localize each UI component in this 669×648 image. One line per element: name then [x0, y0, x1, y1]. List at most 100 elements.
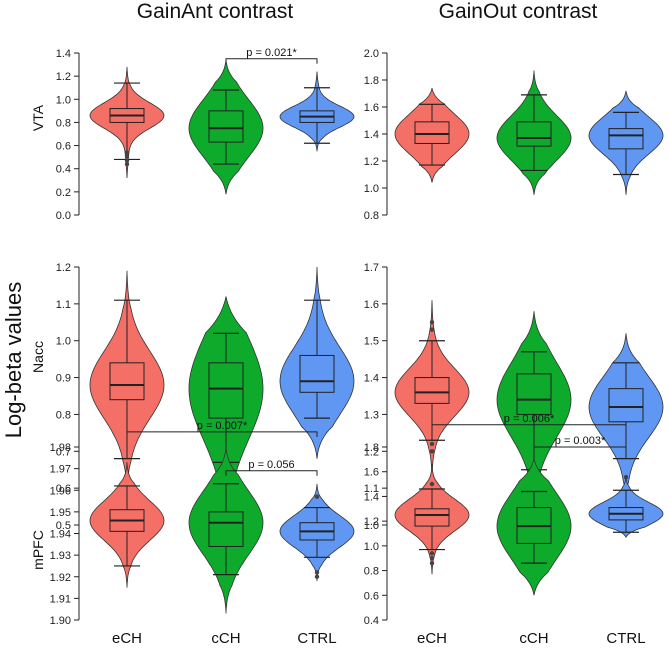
column-title-gainout: GainOut contrast [439, 0, 598, 23]
y-tick-label: 1.91 [50, 593, 71, 605]
y-tick-label: 1.8 [364, 442, 379, 454]
y-tick-label: 0.8 [56, 117, 71, 129]
outlier-point [314, 494, 320, 499]
y-tick-label: 0.4 [364, 615, 379, 627]
significance-bracket [126, 431, 318, 437]
y-tick-label: 0.8 [56, 409, 71, 421]
outlier-point [124, 153, 130, 159]
violin-cch [188, 296, 264, 514]
significance-bracket [431, 424, 627, 430]
row-label-mpfc: mPFC [30, 530, 46, 570]
panel-mpfc-gainout: 0.40.60.81.01.21.41.61.8p = 0.006*p = 0.… [364, 413, 664, 627]
violin-ech [394, 88, 470, 183]
row-label-vta: VTA [30, 104, 46, 131]
group-label-ech-left: eCH [112, 630, 142, 647]
violin-cch [496, 311, 572, 507]
significance-label: p = 0.003* [555, 435, 606, 447]
panels: 0.00.20.40.60.81.01.21.4 p = 0.021*0.81.0… [50, 47, 664, 627]
violin-ech [394, 300, 470, 481]
y-tick-label: 1.2 [56, 71, 71, 83]
violin-ctrl [279, 483, 355, 582]
y-tick-label: 1.4 [56, 48, 71, 60]
violin-cch [188, 446, 264, 614]
y-tick-label: 1.2 [364, 446, 379, 458]
y-tick-label: 1.4 [364, 491, 379, 503]
group-label-ctrl-left: CTRL [297, 630, 336, 647]
y-tick-label: 1.5 [364, 336, 379, 348]
violin-cch [496, 70, 572, 195]
y-tick-label: 0.7 [56, 446, 71, 458]
y-tick-label: 1.94 [50, 529, 71, 541]
violin-ech [394, 464, 470, 575]
y-tick-label: 0.5 [56, 520, 71, 532]
y-tick-label: 0.2 [56, 187, 71, 199]
box-ech [414, 377, 450, 404]
group-label-cch-left: cCH [211, 630, 240, 647]
y-tick-label: 0.9 [56, 373, 71, 385]
violin-ctrl [279, 71, 355, 152]
panel-vta-gainant: 0.0 0.2 0.4 0.6 0.8 1.0 1.2 1.4 p = 0.021* [56, 47, 355, 222]
y-tick-label: 1.6 [364, 102, 379, 114]
y-tick-label: 1.4 [364, 373, 379, 385]
y-tick-label: 1.0 [56, 336, 71, 348]
outlier-point [429, 551, 435, 556]
outlier-point [429, 556, 435, 561]
y-tick-label: 1.0 [364, 520, 379, 532]
group-label-ctrl-right: CTRL [606, 630, 645, 647]
y-tick-label: 0.6 [364, 590, 379, 602]
outlier-point [429, 449, 435, 454]
y-tick-label: 1.93 [50, 550, 71, 562]
violin-cch [188, 59, 264, 195]
y-tick-label: 0.8 [364, 566, 379, 578]
outlier-point [429, 481, 435, 487]
y-axis-label: Log-beta values [1, 282, 26, 439]
y-tick-label: 1.2 [364, 516, 379, 528]
panel-nacc-gainout: 1.0 1.1 1.2 1.3 1.4 1.5 1.6 1.7 [364, 262, 664, 532]
group-label-ech-right: eCH [417, 630, 447, 647]
y-tick-label: 1.92 [50, 572, 71, 584]
box-cch [208, 511, 244, 547]
y-tick-label: 1.7 [364, 262, 379, 274]
outlier-point [429, 560, 435, 566]
y-tick-label: 1.95 [50, 507, 71, 519]
y-tick-label: 1.2 [56, 262, 71, 274]
outlier-point [429, 441, 435, 447]
y-tick-label: 2.0 [364, 48, 379, 60]
violin-ctrl [588, 90, 664, 195]
panel-vta-gainout: 0.8 1.0 1.2 1.4 1.6 1.8 2.0 [364, 48, 664, 222]
y-tick-label: 1.90 [50, 615, 71, 627]
box-ech [414, 508, 450, 527]
significance-label: p = 0.056 [248, 459, 294, 471]
outlier-point [314, 574, 320, 579]
y-tick-label: 1.1 [364, 483, 379, 495]
y-tick-label: 1.4 [364, 129, 379, 141]
column-title-gainant: GainAnt contrast [137, 0, 294, 23]
outlier-point [124, 161, 130, 167]
box-ctrl [299, 354, 335, 393]
box-cch [516, 373, 552, 415]
significance-bracket [533, 446, 627, 452]
significance-bracket [225, 470, 318, 476]
y-tick-label: 1.6 [364, 299, 379, 311]
y-tick-label: 1.0 [364, 183, 379, 195]
violin-ctrl [279, 266, 355, 459]
outlier-point [429, 320, 435, 325]
y-tick-label: 1.8 [364, 75, 379, 87]
box-ctrl [608, 128, 644, 150]
y-tick-label: 1.96 [50, 485, 71, 497]
y-tick-label: 1.0 [56, 94, 71, 106]
panel-mpfc-gainant: 1.90 1.91 1.92 1.93 1.94 1.95 1.96 1.97 1.98 p = … [50, 420, 355, 627]
outlier-point [124, 150, 130, 155]
y-tick-label: 1.6 [364, 467, 379, 479]
group-label-cch-right: cCH [519, 630, 548, 647]
y-tick-label: 0.6 [56, 141, 71, 153]
violin-ech [89, 462, 165, 588]
significance-label: p = 0.007* [197, 420, 248, 432]
outlier-point [429, 327, 435, 332]
significance-bracket [225, 58, 318, 64]
outlier-point [124, 158, 130, 163]
box-cch [208, 110, 244, 143]
y-tick-label: 1.3 [364, 409, 379, 421]
y-tick-label: 1.97 [50, 464, 71, 476]
